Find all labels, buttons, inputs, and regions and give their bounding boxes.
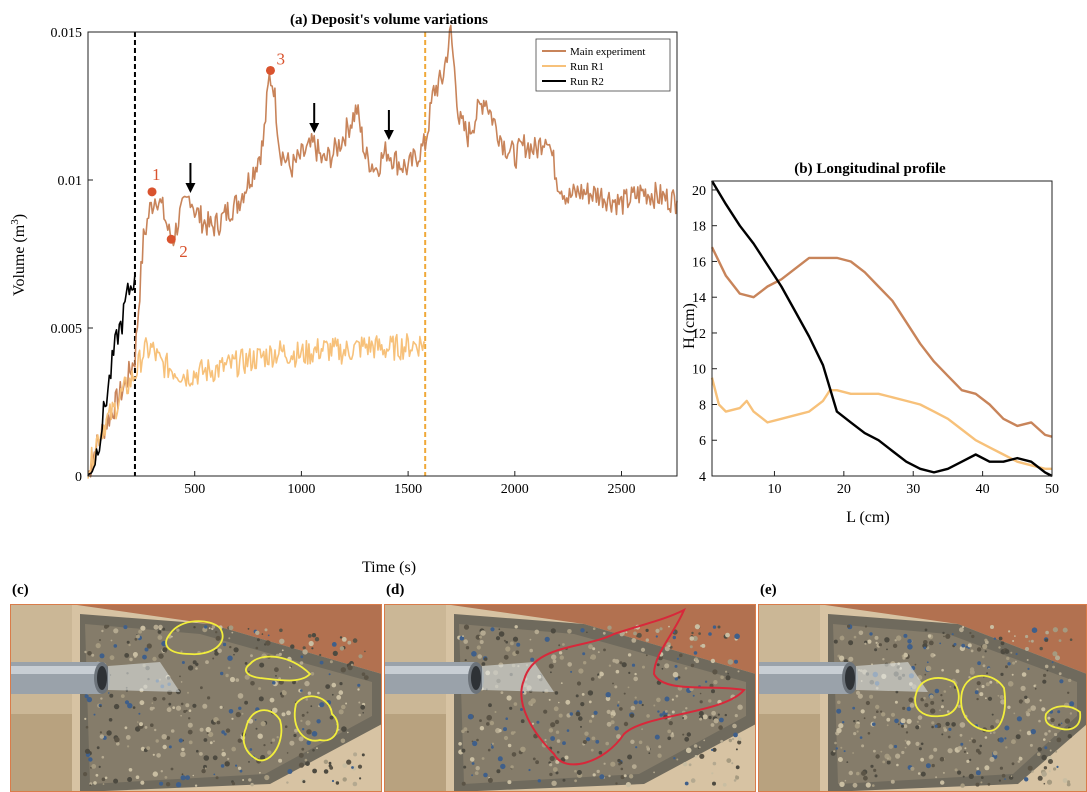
- event-label-2: 2: [179, 242, 188, 261]
- arrow-icon: [185, 183, 196, 193]
- series-line-b-2: [710, 180, 1053, 478]
- photo-c-image: [10, 604, 382, 792]
- y-tick-label: 8: [699, 398, 706, 413]
- photo-e-image: [758, 604, 1087, 792]
- chart-b-title: (b) Longitudinal profile: [794, 161, 946, 177]
- x-tick-label: 40: [976, 482, 990, 497]
- y-tick-label: 18: [692, 220, 706, 235]
- photo-d-label: (d): [386, 582, 405, 598]
- y-tick-label: 0: [75, 470, 82, 485]
- photo-d-image: [384, 604, 756, 792]
- chart-b-xlabel: L (cm): [846, 509, 889, 526]
- x-tick-label: 1500: [394, 482, 422, 497]
- chart-a-ylabel: Volume (m3): [9, 214, 28, 296]
- chart-a-title: (a) Deposit's volume variations: [290, 12, 488, 28]
- y-tick-label: 4: [699, 470, 706, 485]
- legend-entry: Run R2: [570, 76, 604, 88]
- event-marker-1: [147, 187, 157, 197]
- arrow-icon: [383, 130, 394, 140]
- x-tick-label: 10: [767, 482, 781, 497]
- event-marker-3: [265, 65, 275, 75]
- y-tick-label: 20: [692, 184, 706, 199]
- legend-entry: Main experiment: [570, 46, 645, 58]
- series-line-a-1: [87, 333, 426, 479]
- photo-c: [10, 604, 382, 792]
- series-line-a-0: [87, 24, 678, 478]
- x-tick-label: 2000: [501, 482, 529, 497]
- chart-a-frame: [87, 31, 678, 477]
- y-tick-label: 14: [692, 291, 706, 306]
- y-tick-label: 0.01: [58, 174, 83, 189]
- x-tick-label: 50: [1045, 482, 1059, 497]
- series-line-b-0: [710, 246, 1053, 438]
- event-marker-2: [166, 234, 176, 244]
- y-tick-label: 12: [692, 327, 706, 342]
- chart-a-xlabel: Time (s): [362, 559, 416, 576]
- chart-b-ylabel: H (cm): [681, 303, 698, 349]
- y-tick-label: 0.015: [51, 26, 83, 41]
- x-tick-label: 1000: [287, 482, 315, 497]
- y-tick-label: 10: [692, 363, 706, 378]
- series-line-a-2: [87, 274, 136, 476]
- x-tick-label: 30: [906, 482, 920, 497]
- photo-e-label: (e): [760, 582, 777, 598]
- y-tick-label: 0.005: [51, 322, 83, 337]
- x-tick-label: 20: [837, 482, 851, 497]
- legend-entry: Run R1: [570, 61, 604, 73]
- photo-c-label: (c): [12, 582, 29, 598]
- x-tick-label: 500: [184, 482, 205, 497]
- series-line-b-1: [710, 377, 1052, 470]
- arrow-icon: [309, 123, 320, 133]
- chart-b-frame: [711, 180, 1053, 477]
- event-label-3: 3: [276, 49, 285, 68]
- chart-a: (a) Deposit's volume variations Volume (…: [9, 12, 678, 576]
- chart-a-legend: Main experiment Run R1 Run R2: [535, 38, 671, 92]
- x-tick-label: 2500: [608, 482, 636, 497]
- photo-d: [384, 604, 756, 792]
- photo-e: [758, 604, 1087, 792]
- chart-b: (b) Longitudinal profile H (cm) L (cm) 1…: [681, 161, 1059, 526]
- y-tick-label: 6: [699, 434, 706, 449]
- y-tick-label: 16: [692, 255, 706, 270]
- event-label-1: 1: [152, 165, 161, 184]
